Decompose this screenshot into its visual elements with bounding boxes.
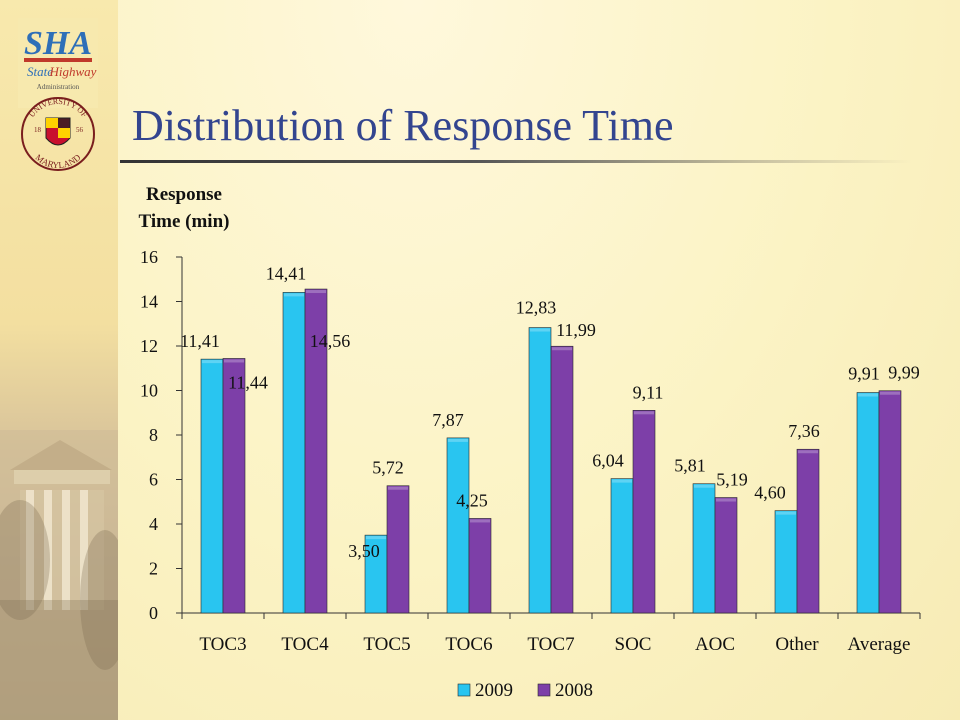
x-tick-label: AOC — [695, 634, 735, 655]
y-tick-label: 6 — [149, 470, 158, 490]
data-label: 7,36 — [788, 421, 820, 441]
data-label: 11,44 — [228, 372, 268, 392]
bar-2009-toc6 — [446, 437, 470, 614]
x-tick-label: Other — [775, 634, 819, 655]
data-label: 11,99 — [556, 320, 596, 340]
bar-highlight — [388, 486, 408, 490]
x-tick-label: TOC5 — [363, 634, 410, 655]
y-tick-label: 4 — [149, 514, 158, 534]
y-tick-label: 0 — [149, 603, 158, 623]
x-tick-label: TOC4 — [281, 634, 329, 655]
y-tick-label: 14 — [140, 292, 158, 312]
legend-label-2008: 2008 — [555, 680, 593, 701]
bar-2008-toc3 — [222, 358, 246, 614]
bar-highlight — [634, 411, 654, 415]
data-label: 5,19 — [716, 470, 748, 490]
bar-2009-aoc — [692, 483, 716, 614]
bar-2008-soc — [632, 410, 656, 614]
bar-2008-toc6 — [468, 518, 492, 614]
bar-highlight — [552, 347, 572, 351]
bar-highlight — [284, 293, 304, 297]
umd-seal: UNIVERSITY OF MARYLAND 18 56 — [21, 97, 95, 171]
bar-2008-toc5 — [386, 485, 410, 614]
bar-highlight — [776, 511, 796, 515]
bar-highlight — [448, 438, 468, 442]
y-tick-label: 8 — [149, 425, 158, 445]
slide-title: Distribution of Response Time — [132, 101, 674, 150]
data-label: 9,11 — [633, 382, 664, 402]
bar-highlight — [202, 360, 222, 364]
bar-highlight — [716, 498, 736, 502]
y-tick-label: 10 — [140, 381, 158, 401]
bar-2008-toc7 — [550, 345, 574, 614]
bar-highlight — [224, 359, 244, 363]
legend-label-2009: 2009 — [475, 680, 513, 701]
data-label: 3,50 — [348, 541, 380, 561]
data-label: 12,83 — [516, 298, 557, 318]
bar-2008-other — [796, 448, 820, 614]
data-label: 4,25 — [456, 490, 488, 510]
bar-2008-average — [878, 390, 902, 614]
title-divider — [120, 160, 912, 163]
svg-text:Administration: Administration — [37, 83, 80, 91]
bar-2009-other — [774, 510, 798, 614]
data-label: 14,41 — [266, 263, 307, 283]
bar-highlight — [612, 479, 632, 483]
svg-text:State: State — [27, 64, 53, 79]
legend-swatch-2009 — [457, 683, 471, 697]
bar-2009-toc3 — [200, 358, 224, 614]
data-label: 6,04 — [592, 451, 624, 471]
svg-text:Highway: Highway — [49, 64, 97, 79]
bar-2009-soc — [610, 478, 634, 614]
data-label: 7,87 — [432, 410, 464, 430]
bar-highlight — [366, 536, 386, 540]
sidebar-photo-strip: SHA State Highway Administration UNIVERS… — [0, 0, 118, 720]
data-label: 14,56 — [310, 331, 351, 351]
y-axis-title: Response — [146, 184, 222, 205]
x-tick-label: Average — [848, 634, 911, 655]
bar-highlight — [530, 328, 550, 332]
svg-text:18: 18 — [34, 126, 42, 134]
y-axis-title: Time (min) — [139, 211, 230, 232]
bar-highlight — [694, 484, 714, 488]
bar-2009-toc7 — [528, 327, 552, 614]
data-label: 9,91 — [848, 364, 880, 384]
x-tick-label: TOC3 — [199, 634, 246, 655]
svg-text:56: 56 — [76, 126, 84, 134]
data-label: 4,60 — [754, 483, 786, 503]
x-tick-label: TOC7 — [527, 634, 574, 655]
data-label: 11,41 — [180, 331, 220, 351]
svg-text:SHA: SHA — [24, 25, 92, 62]
x-tick-label: SOC — [615, 634, 652, 655]
bar-highlight — [798, 450, 818, 454]
y-tick-label: 16 — [140, 247, 158, 267]
bar-highlight — [306, 290, 326, 294]
bar-highlight — [880, 391, 900, 395]
x-tick-label: TOC6 — [445, 634, 492, 655]
data-label: 9,99 — [888, 363, 920, 383]
y-tick-label: 12 — [140, 336, 158, 356]
sha-logo: SHA State Highway Administration — [18, 18, 98, 108]
campus-building-image — [0, 430, 118, 720]
bar-2009-toc4 — [282, 292, 306, 614]
data-label: 5,81 — [674, 456, 706, 476]
bar-2008-toc4 — [304, 288, 328, 614]
bar-2008-aoc — [714, 497, 738, 614]
bar-highlight — [858, 393, 878, 397]
legend-swatch-2008 — [537, 683, 551, 697]
data-label: 5,72 — [372, 458, 404, 478]
y-tick-label: 2 — [149, 559, 158, 579]
bar-2009-average — [856, 392, 880, 614]
bar-highlight — [470, 519, 490, 523]
